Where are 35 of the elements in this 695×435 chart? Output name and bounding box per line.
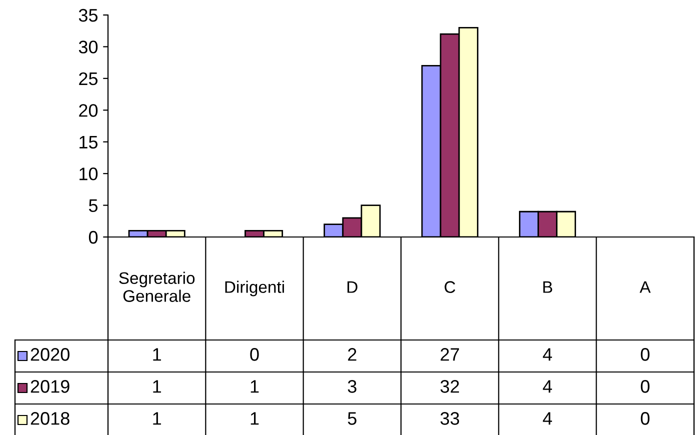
y-tick-label: 5: [88, 199, 98, 212]
y-tick-label: 30: [78, 40, 98, 54]
x-tick-label: Dirigenti: [225, 280, 284, 296]
y-tick-label: 25: [79, 72, 98, 86]
y-tick-label: 20: [79, 104, 98, 117]
data-label: 1: [153, 380, 161, 393]
data-label: 4: [542, 412, 552, 425]
y-tick-label: 15: [80, 136, 98, 149]
legend-label: 2018: [30, 412, 70, 425]
data-label: 27: [440, 348, 459, 361]
x-tick-label: B: [543, 281, 552, 293]
legend-label: 2020: [30, 348, 70, 361]
data-label: 2: [348, 348, 356, 361]
data-label: 0: [640, 348, 650, 361]
data-label: 1: [250, 412, 259, 425]
x-tick-label: C: [444, 281, 456, 293]
data-label: 1: [153, 412, 161, 425]
x-tick-label: A: [640, 281, 651, 293]
data-label: 4: [542, 380, 552, 393]
data-label: 33: [440, 412, 460, 425]
y-tick-label: 35: [78, 8, 98, 22]
data-label: 0: [250, 348, 259, 361]
data-label: 1: [153, 348, 161, 361]
legend-label: 2019: [30, 380, 70, 393]
data-label: 32: [440, 380, 459, 393]
x-tick-label: Segretario Generale: [119, 272, 195, 302]
data-label: 4: [542, 348, 552, 361]
data-label: 5: [348, 412, 356, 425]
data-label: 0: [640, 380, 650, 393]
data-label: 3: [348, 380, 356, 393]
x-tick-label: D: [348, 281, 358, 293]
data-label: 0: [640, 412, 650, 425]
y-tick-label: 0: [88, 230, 98, 244]
data-label: 1: [250, 380, 259, 393]
y-tick-label: 10: [80, 168, 98, 180]
